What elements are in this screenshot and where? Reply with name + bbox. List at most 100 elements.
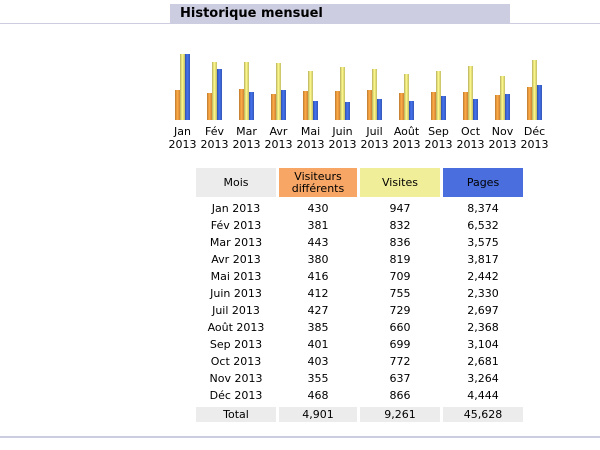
table-row: Fév 2013 381 832 6,532 xyxy=(196,217,523,234)
bar-pages xyxy=(377,99,382,120)
cell-month: Mar 2013 xyxy=(209,236,263,249)
cell-month: Avr 2013 xyxy=(211,253,261,266)
column-header-visits: Visites xyxy=(360,168,440,197)
x-tick-month: Sep xyxy=(428,125,449,138)
x-tick-year: 2013 xyxy=(201,138,229,151)
cell-visits: 772 xyxy=(389,355,411,368)
bar-visits xyxy=(436,71,441,120)
x-tick-month: Jan xyxy=(173,125,191,138)
bar-visitors xyxy=(463,92,468,120)
cell-month: Déc 2013 xyxy=(209,389,263,402)
section-header: Historique mensuel xyxy=(170,4,510,23)
x-tick-month: Mar xyxy=(236,125,257,138)
column-header-pages: Pages xyxy=(443,168,523,197)
bar-pages xyxy=(505,94,510,120)
x-tick-month: Fév xyxy=(205,125,224,138)
table-row: Avr 2013 380 819 3,817 xyxy=(196,251,523,268)
x-tick-year: 2013 xyxy=(425,138,453,151)
cell-visitors: 430 xyxy=(307,202,329,215)
bar-pages xyxy=(185,54,190,120)
x-tick-month: Déc xyxy=(524,125,545,138)
x-tick-month: Mai xyxy=(301,125,320,138)
table-row: Jan 2013 430 947 8,374 xyxy=(196,200,523,217)
unique-visitors-header-line2: différents xyxy=(291,181,345,195)
cell-pages: 2,442 xyxy=(467,270,499,283)
table-row: Août 2013 385 660 2,368 xyxy=(196,319,523,336)
x-tick-year: 2013 xyxy=(521,138,549,151)
bar-visitors xyxy=(367,90,372,120)
cell-pages: 3,104 xyxy=(467,338,499,351)
bar-visits xyxy=(212,62,217,120)
x-tick-year: 2013 xyxy=(393,138,421,151)
cell-month: Mai 2013 xyxy=(210,270,262,283)
cell-month: Sep 2013 xyxy=(209,338,263,351)
bar-visitors xyxy=(527,87,532,120)
cell-visitors: 355 xyxy=(307,372,329,385)
cell-visits: 729 xyxy=(389,304,411,317)
x-tick-year: 2013 xyxy=(457,138,485,151)
cell-month: Oct 2013 xyxy=(210,355,262,368)
table-row: Nov 2013 355 637 3,264 xyxy=(196,370,523,387)
cell-month: Jan 2013 xyxy=(211,202,261,215)
cell-visitors: 403 xyxy=(307,355,329,368)
column-header-unique-visitors: Visiteurs différents xyxy=(279,168,357,197)
total-pages: 45,628 xyxy=(443,407,523,422)
bar-visits xyxy=(244,62,249,120)
table-row: Mai 2013 416 709 2,442 xyxy=(196,268,523,285)
x-tick-year: 2013 xyxy=(489,138,517,151)
bar-visitors xyxy=(175,90,180,120)
cell-visitors: 401 xyxy=(307,338,329,351)
column-header-month: Mois xyxy=(196,168,276,197)
table-row: Juin 2013 412 755 2,330 xyxy=(196,285,523,302)
bar-pages xyxy=(537,85,542,120)
bar-pages xyxy=(345,102,350,120)
bar-visitors xyxy=(303,91,308,120)
cell-pages: 4,444 xyxy=(467,389,499,402)
x-tick-month: Juil xyxy=(365,125,382,138)
cell-visitors: 443 xyxy=(307,236,329,249)
unique-visitors-header-line1: Visiteurs xyxy=(294,169,342,183)
header-divider xyxy=(0,23,600,24)
cell-visitors: 381 xyxy=(307,219,329,232)
x-tick-year: 2013 xyxy=(169,138,197,151)
table-row: Mar 2013 443 836 3,575 xyxy=(196,234,523,251)
total-label: Total xyxy=(196,407,276,422)
bar-visits xyxy=(340,67,345,120)
cell-month: Juil 2013 xyxy=(212,304,260,317)
x-tick-month: Juin xyxy=(331,125,352,138)
table-row: Déc 2013 468 866 4,444 xyxy=(196,387,523,404)
cell-month: Juin 2013 xyxy=(210,287,262,300)
bar-visits xyxy=(372,69,377,120)
x-tick-month: Oct xyxy=(461,125,481,138)
bar-visits xyxy=(276,63,281,120)
table-row: Oct 2013 403 772 2,681 xyxy=(196,353,523,370)
bar-visits xyxy=(180,54,185,120)
bar-visitors xyxy=(271,94,276,120)
bar-pages xyxy=(217,69,222,120)
bar-visitors xyxy=(399,93,404,120)
bar-pages xyxy=(249,92,254,120)
cell-visits: 709 xyxy=(389,270,411,283)
bar-visitors xyxy=(431,92,436,120)
cell-pages: 8,374 xyxy=(467,202,499,215)
cell-visits: 699 xyxy=(389,338,411,351)
bar-pages xyxy=(441,96,446,120)
x-tick-year: 2013 xyxy=(297,138,325,151)
bar-visits xyxy=(308,71,313,120)
bar-pages xyxy=(281,90,286,120)
bar-visits xyxy=(532,60,537,120)
cell-pages: 2,697 xyxy=(467,304,499,317)
x-tick-month: Août xyxy=(394,125,420,138)
x-tick-year: 2013 xyxy=(361,138,389,151)
cell-visits: 637 xyxy=(389,372,411,385)
bar-visits xyxy=(500,76,505,120)
total-visitors: 4,901 xyxy=(279,407,357,422)
cell-month: Fév 2013 xyxy=(210,219,262,232)
cell-pages: 3,575 xyxy=(467,236,499,249)
x-tick-year: 2013 xyxy=(233,138,261,151)
cell-pages: 2,330 xyxy=(467,287,499,300)
cell-visitors: 380 xyxy=(307,253,329,266)
cell-visits: 947 xyxy=(389,202,411,215)
cell-visits: 755 xyxy=(389,287,411,300)
cell-month: Août 2013 xyxy=(207,321,265,334)
